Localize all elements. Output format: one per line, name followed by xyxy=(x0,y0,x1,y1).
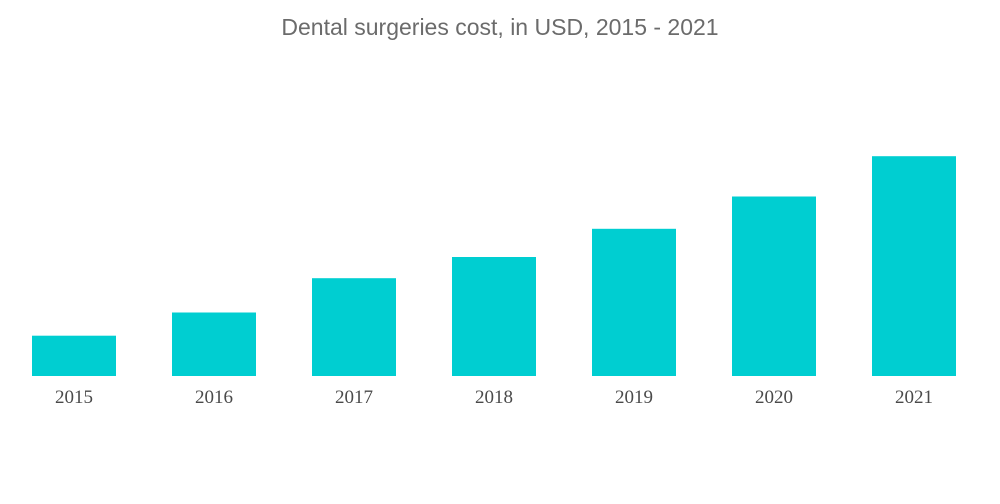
bar-2016 xyxy=(172,313,256,377)
bar-2020 xyxy=(732,197,816,377)
bar-2018 xyxy=(452,257,536,376)
tick-label-2019: 2019 xyxy=(615,387,653,408)
tick-label-2020: 2020 xyxy=(755,387,793,408)
bar-2017 xyxy=(312,278,396,376)
tick-label-2016: 2016 xyxy=(195,387,233,408)
bar-2019 xyxy=(592,229,676,376)
x-axis-tick-labels: 2015 2016 2017 2018 2019 2020 2021 xyxy=(55,387,933,408)
tick-label-2018: 2018 xyxy=(475,387,513,408)
bars-group xyxy=(32,156,956,376)
bar-2015 xyxy=(32,336,116,376)
tick-label-2015: 2015 xyxy=(55,387,93,408)
bar-2021 xyxy=(872,156,956,376)
tick-label-2021: 2021 xyxy=(895,387,933,408)
tick-label-2017: 2017 xyxy=(335,387,373,408)
